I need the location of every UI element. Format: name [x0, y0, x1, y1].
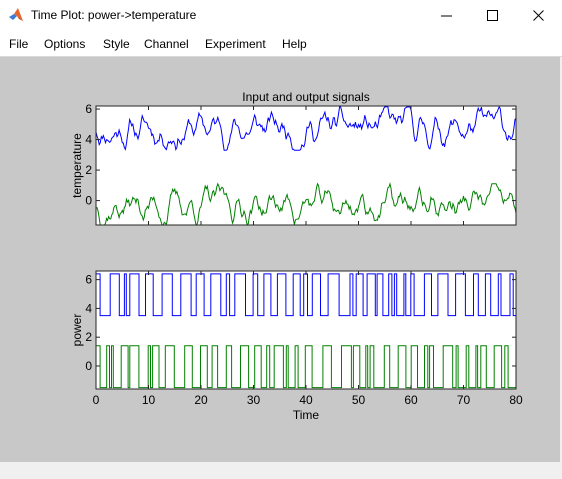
temperature-axes[interactable]: 0 2 4 6 Input and output signals temperature: [70, 90, 517, 226]
window-frame: [560, 57, 562, 462]
y-axis-label: power: [70, 314, 84, 347]
menu-separator: [0, 56, 562, 57]
x-tick-label: 70: [457, 393, 471, 407]
maximize-icon: [487, 10, 498, 21]
window-title: Time Plot: power->temperature: [31, 8, 197, 22]
series-line-1: [95, 105, 517, 151]
x-axis-label: Time: [293, 408, 320, 422]
matlab-icon: [9, 8, 23, 21]
axes-background: [96, 271, 516, 389]
minimize-button[interactable]: [424, 0, 470, 31]
y-tick-label: 6: [85, 273, 92, 287]
chart-title: Input and output signals: [242, 90, 369, 104]
x-tick-label: 30: [247, 393, 261, 407]
x-tick-label: 20: [194, 393, 208, 407]
series-line-2: [95, 182, 517, 226]
menu-style[interactable]: Style: [103, 37, 130, 51]
y-tick-label: 0: [85, 194, 92, 208]
y-tick-label: 2: [85, 163, 92, 177]
series-line-1: [96, 273, 516, 317]
y-tick-label: 4: [85, 133, 92, 147]
menu-options[interactable]: Options: [44, 37, 86, 51]
x-tick-label: 10: [142, 393, 156, 407]
menu-file[interactable]: File: [9, 37, 29, 51]
x-tick-label: 40: [299, 393, 313, 407]
maximize-button[interactable]: [470, 0, 516, 31]
x-tick-label: 60: [404, 393, 418, 407]
axes-background: [96, 106, 516, 225]
close-button[interactable]: [516, 0, 562, 31]
menu-help[interactable]: Help: [282, 37, 307, 51]
menu-channel[interactable]: Channel: [144, 37, 189, 51]
close-icon: [533, 10, 544, 21]
status-bar: [0, 462, 562, 479]
x-tick-label: 50: [352, 393, 366, 407]
y-tick-label: 0: [85, 359, 92, 373]
title-bar: Time Plot: power->temperature: [0, 0, 562, 31]
y-tick-label: 4: [85, 301, 92, 315]
minimize-icon: [441, 15, 452, 17]
y-tick-label: 2: [85, 330, 92, 344]
series-line-2: [96, 345, 516, 389]
y-axis-label: temperature: [70, 133, 84, 198]
x-tick-label: 80: [509, 393, 523, 407]
x-tick-label: 0: [93, 393, 100, 407]
menu-experiment[interactable]: Experiment: [205, 37, 266, 51]
menu-bar: File Options Style Channel Experiment He…: [0, 31, 562, 56]
y-tick-label: 6: [85, 102, 92, 116]
